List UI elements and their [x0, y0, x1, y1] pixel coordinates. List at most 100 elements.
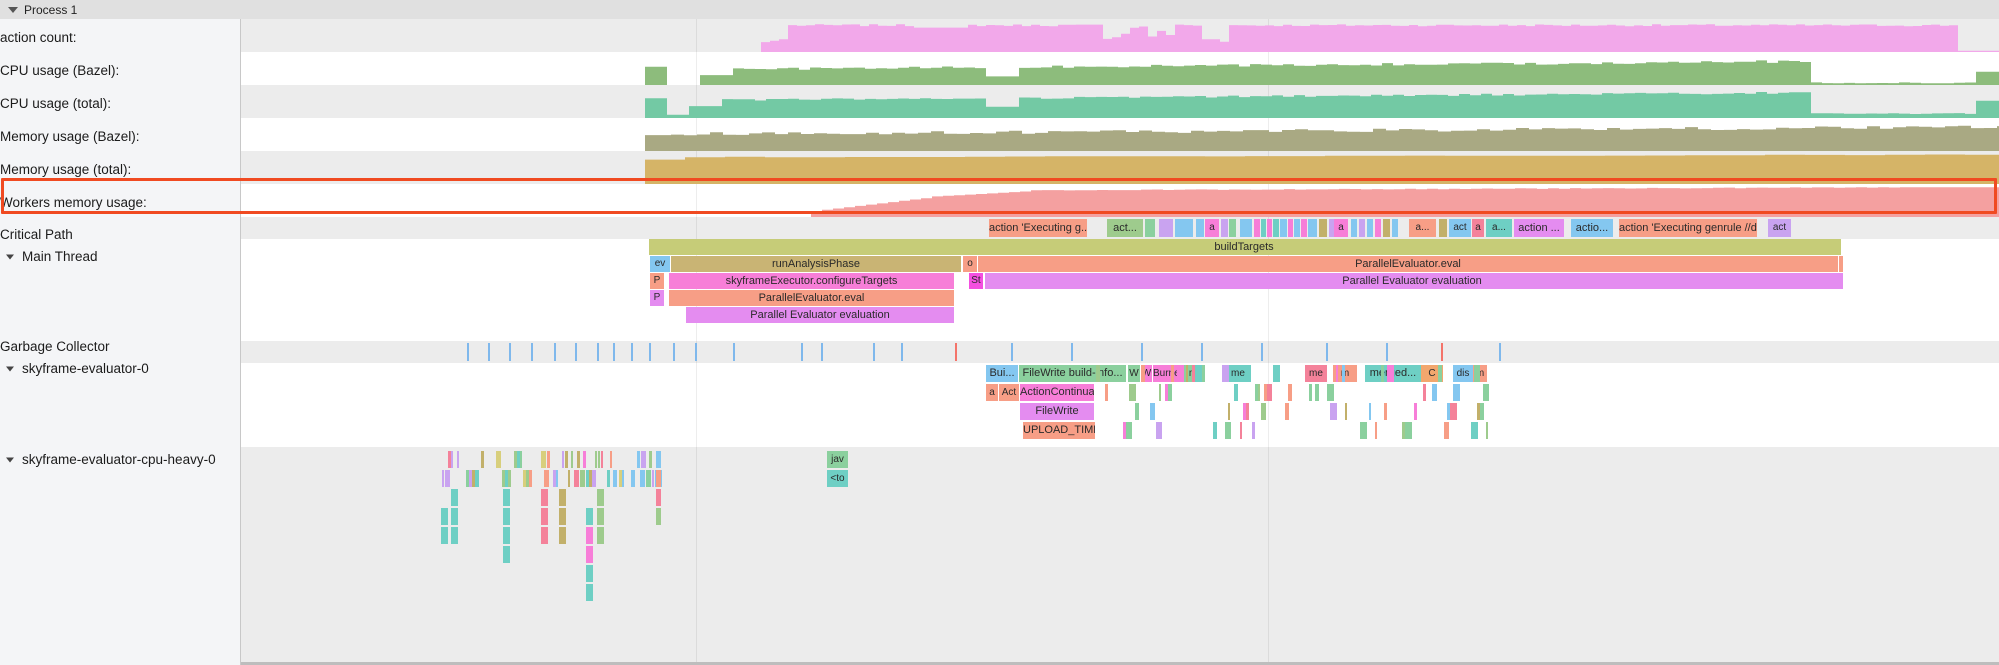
- gc-instant-marker[interactable]: [901, 343, 903, 361]
- gc-instant-marker[interactable]: [1386, 343, 1388, 361]
- trace-slice[interactable]: a: [1334, 219, 1348, 237]
- trace-slice[interactable]: [475, 470, 479, 487]
- trace-slice[interactable]: [607, 470, 610, 487]
- gc-instant-marker[interactable]: [1071, 343, 1073, 361]
- counter-track-cpu-total[interactable]: [241, 85, 1999, 118]
- trace-slice[interactable]: a: [1472, 219, 1484, 237]
- trace-slice[interactable]: [1126, 422, 1132, 439]
- trace-slice[interactable]: [641, 451, 646, 468]
- trace-slice[interactable]: [469, 470, 474, 487]
- track-label-cpu-bazel[interactable]: CPU usage (Bazel):: [0, 63, 120, 78]
- trace-slice[interactable]: [1839, 256, 1843, 272]
- trace-slice[interactable]: [1234, 384, 1238, 401]
- trace-slice[interactable]: [656, 508, 661, 525]
- track-label-critical-path[interactable]: Critical Path: [0, 227, 73, 242]
- trace-slice[interactable]: [565, 451, 568, 468]
- trace-slice[interactable]: [619, 470, 624, 487]
- trace-slice[interactable]: [656, 451, 661, 468]
- trace-slice[interactable]: [1837, 239, 1841, 255]
- trace-slice[interactable]: [553, 470, 558, 487]
- track-label-memory-bazel[interactable]: Memory usage (Bazel):: [0, 129, 140, 144]
- trace-slice[interactable]: [649, 451, 652, 468]
- trace-slice[interactable]: [544, 470, 549, 487]
- trace-slice[interactable]: [1096, 365, 1100, 382]
- trace-slice[interactable]: <to: [827, 470, 848, 487]
- trace-slice[interactable]: [1327, 384, 1334, 401]
- trace-slice[interactable]: [1159, 219, 1173, 237]
- gc-instant-marker[interactable]: [1441, 343, 1443, 361]
- trace-slice[interactable]: [1196, 219, 1204, 237]
- trace-slice[interactable]: [1351, 219, 1357, 237]
- trace-slice[interactable]: [1315, 384, 1319, 401]
- trace-slice[interactable]: [1280, 219, 1287, 237]
- trace-slice[interactable]: skyframeExecutor.configureTargets: [669, 273, 954, 289]
- trace-slice[interactable]: [1319, 219, 1327, 237]
- trace-slice[interactable]: [1105, 384, 1108, 401]
- trace-slice[interactable]: [1438, 365, 1442, 382]
- trace-slice[interactable]: [562, 451, 564, 468]
- gc-instant-marker[interactable]: [488, 343, 490, 361]
- track-label-action-count[interactable]: action count:: [0, 30, 77, 45]
- trace-slice[interactable]: [1165, 384, 1168, 401]
- trace-slice[interactable]: dis: [1453, 365, 1473, 382]
- trace-slice[interactable]: [1246, 403, 1249, 420]
- trace-slice[interactable]: a...: [1486, 219, 1512, 237]
- trace-slice[interactable]: [586, 584, 593, 601]
- trace-slice[interactable]: [1285, 403, 1289, 420]
- trace-slice[interactable]: [1273, 365, 1280, 382]
- trace-slice[interactable]: [1477, 403, 1481, 420]
- track-label-cpu-total[interactable]: CPU usage (total):: [0, 96, 112, 111]
- trace-slice[interactable]: [1301, 219, 1307, 237]
- gc-instant-marker[interactable]: [695, 343, 697, 361]
- trace-slice[interactable]: [592, 470, 596, 487]
- gc-instant-marker[interactable]: [1011, 343, 1013, 361]
- trace-slice[interactable]: [598, 451, 600, 468]
- trace-slice[interactable]: [472, 470, 477, 487]
- track-label-skyframe-evaluator-0[interactable]: skyframe-evaluator-0: [0, 362, 149, 376]
- counter-track-cpu-bazel[interactable]: [241, 52, 1999, 85]
- trace-slice[interactable]: [640, 470, 645, 487]
- trace-slice[interactable]: me: [1305, 365, 1327, 382]
- trace-slice[interactable]: [601, 451, 603, 468]
- trace-slice[interactable]: ParallelEvaluator.eval: [978, 256, 1838, 272]
- gc-instant-marker[interactable]: [821, 343, 823, 361]
- trace-slice[interactable]: [1258, 384, 1260, 401]
- trace-slice[interactable]: [1168, 384, 1172, 401]
- trace-slice[interactable]: [1383, 219, 1390, 237]
- gc-instant-marker[interactable]: [509, 343, 511, 361]
- trace-slice[interactable]: [1405, 422, 1412, 439]
- trace-slice[interactable]: [1480, 403, 1484, 420]
- trace-slice[interactable]: ParallelEvaluator.eval: [669, 290, 954, 306]
- trace-slice[interactable]: St: [969, 273, 983, 289]
- gc-instant-marker[interactable]: [1201, 343, 1203, 361]
- trace-slice[interactable]: [1261, 403, 1266, 420]
- trace-slice[interactable]: ActionContinuati...: [1020, 384, 1094, 401]
- trace-slice[interactable]: [1360, 422, 1367, 439]
- trace-slice[interactable]: Parallel Evaluator evaluation: [985, 273, 1839, 289]
- trace-slice[interactable]: runAnalysisPhase: [671, 256, 961, 272]
- trace-slice[interactable]: me: [1225, 365, 1251, 382]
- counter-track-memory-bazel[interactable]: [241, 118, 1999, 151]
- trace-slice[interactable]: [586, 565, 593, 582]
- trace-slice[interactable]: [517, 451, 522, 468]
- trace-slice[interactable]: [514, 451, 518, 468]
- trace-slice[interactable]: [1392, 219, 1398, 237]
- skyframe-evaluator-0-flame[interactable]: Bui...FileWrite build-info...WWBurnermme…: [241, 365, 1999, 445]
- trace-slice[interactable]: FileWrite build-info...: [1019, 365, 1126, 382]
- trace-slice[interactable]: [1156, 422, 1162, 439]
- gc-instant-marker[interactable]: [467, 343, 469, 361]
- trace-slice[interactable]: [652, 470, 654, 487]
- trace-slice[interactable]: [547, 451, 550, 468]
- trace-slice[interactable]: [613, 470, 617, 487]
- trace-slice[interactable]: [1333, 403, 1337, 420]
- caret-down-icon[interactable]: [6, 366, 14, 372]
- trace-slice[interactable]: [568, 470, 570, 487]
- trace-slice[interactable]: [1483, 384, 1489, 401]
- trace-slice[interactable]: [559, 527, 566, 544]
- trace-slice[interactable]: [1369, 403, 1371, 420]
- trace-slice[interactable]: [1414, 403, 1417, 420]
- gc-instant-marker[interactable]: [575, 343, 577, 361]
- trace-slice[interactable]: [1175, 219, 1193, 237]
- trace-slice[interactable]: ev: [650, 256, 670, 272]
- trace-slice[interactable]: [1402, 422, 1405, 439]
